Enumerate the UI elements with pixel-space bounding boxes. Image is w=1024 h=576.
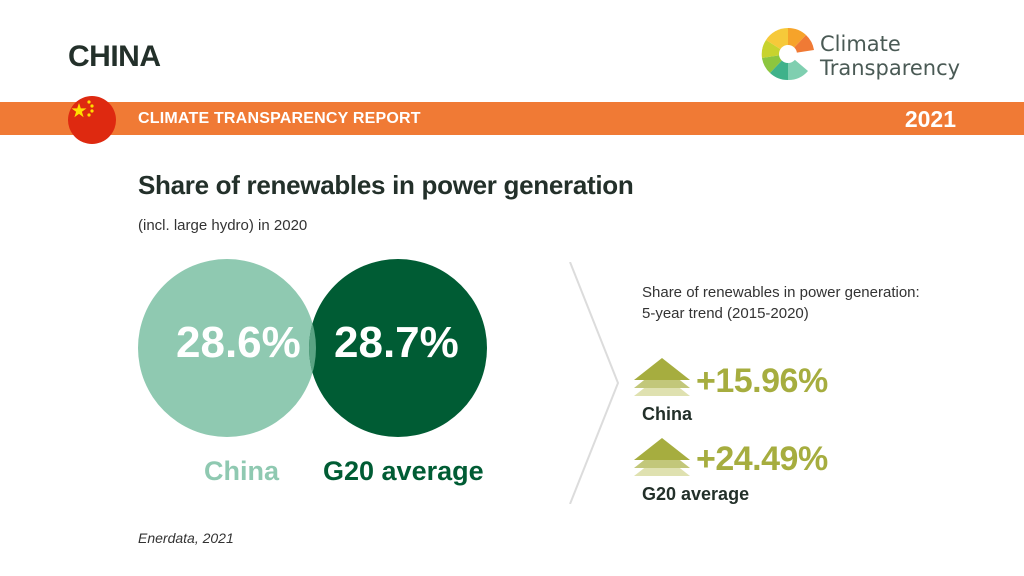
g20-circle xyxy=(309,259,487,437)
china-label: China xyxy=(204,456,280,486)
china-trend-label: China xyxy=(642,404,693,424)
report-title: CLIMATE TRANSPARENCY REPORT xyxy=(138,110,421,127)
logo-text: Climate Transparency xyxy=(820,32,960,80)
logo-line-1: Climate xyxy=(820,32,901,56)
climate-transparency-logo: Climate Transparency xyxy=(760,26,970,86)
g20-trend-label: G20 average xyxy=(642,484,750,504)
china-circle xyxy=(138,259,316,437)
venn-svg xyxy=(138,259,487,437)
chart-title: Share of renewables in power generation xyxy=(138,170,634,200)
logo-icon xyxy=(761,27,814,81)
report-year: 2021 xyxy=(904,106,956,132)
country-title: CHINA xyxy=(68,40,161,73)
divider-chevron xyxy=(569,262,620,504)
logo-line-2: Transparency xyxy=(820,56,961,80)
venn-diagram xyxy=(130,250,510,460)
source-note: Enerdata, 2021 xyxy=(138,530,234,546)
trend-title-line-1: Share of renewables in power generation: xyxy=(642,284,920,301)
trend-title: Share of renewables in power generation:… xyxy=(642,282,1002,324)
china-flag-icon xyxy=(68,96,116,144)
g20-value: 28.7% xyxy=(334,318,459,367)
trend-title-line-2: 5-year trend (2015-2020) xyxy=(642,305,809,322)
g20-label: G20 average xyxy=(323,456,484,486)
china-value: 28.6% xyxy=(176,318,301,367)
trend-up-icon xyxy=(634,438,690,476)
trend-up-icon xyxy=(634,358,690,396)
g20-trend-value: +24.49% xyxy=(696,440,828,478)
china-trend-value: +15.96% xyxy=(696,362,828,400)
chart-subtitle: (incl. large hydro) in 2020 xyxy=(138,217,308,234)
report-band: CLIMATE TRANSPARENCY REPORT 2021 xyxy=(0,102,1024,135)
